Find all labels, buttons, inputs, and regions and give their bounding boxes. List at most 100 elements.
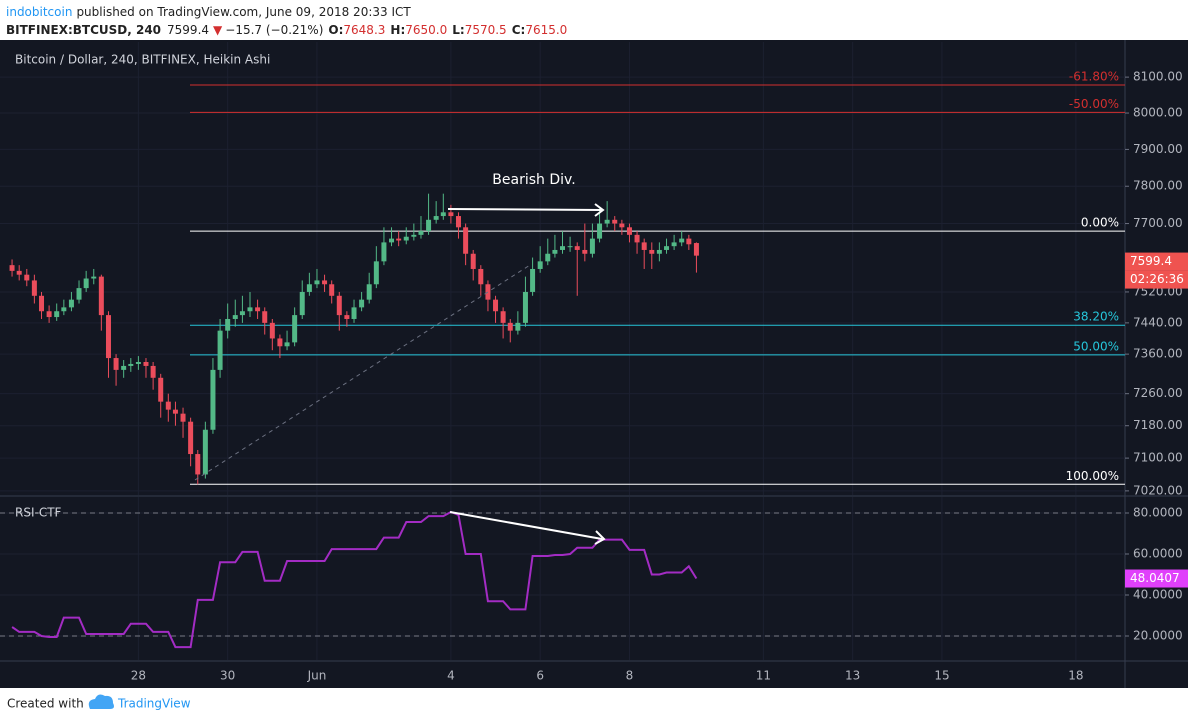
change: −15.7 (−0.21%): [225, 23, 323, 37]
y-tick-label: 7360.00: [1133, 347, 1183, 361]
y-tick-label: 8100.00: [1133, 70, 1183, 84]
candle-body: [172, 409, 178, 414]
y-tick-label: 7100.00: [1133, 451, 1183, 465]
footer-brand[interactable]: TradingView: [117, 697, 191, 711]
candle-body: [269, 322, 275, 339]
x-tick-label: 28: [131, 669, 146, 683]
fib-label: -61.80%: [1069, 69, 1119, 83]
candle-body: [299, 291, 305, 316]
y-tick-label: 7260.00: [1133, 386, 1183, 400]
candle-body: [545, 253, 551, 262]
candle-body: [373, 261, 379, 285]
candle-body: [83, 278, 89, 289]
candle-body: [314, 280, 320, 285]
candle-body: [500, 311, 506, 323]
trend-line: [194, 264, 531, 481]
candle-body: [158, 377, 164, 402]
candle-body: [61, 307, 67, 312]
ohlc-value: 7650.0: [405, 23, 447, 37]
x-tick-label: 15: [934, 669, 949, 683]
fib-label: -50.00%: [1069, 97, 1119, 111]
candle-body: [143, 361, 149, 366]
header-line-1: indobitcoin published on TradingView.com,…: [6, 5, 411, 19]
candle-body: [455, 216, 461, 228]
candle-body: [567, 246, 573, 248]
fib-label: 38.20%: [1073, 310, 1119, 324]
author[interactable]: indobitcoin: [6, 5, 72, 19]
candle-body: [597, 223, 603, 239]
candle-body: [604, 219, 610, 224]
candle-body: [418, 231, 424, 235]
x-tick-label: Jun: [307, 669, 327, 683]
candle-body: [693, 243, 699, 256]
candle-body: [54, 311, 60, 318]
candle-body: [507, 322, 513, 331]
candle-body: [619, 223, 625, 228]
candle-body: [515, 322, 521, 331]
chart-background: [0, 40, 1188, 688]
price: 7599.4: [167, 23, 209, 37]
ohlc-value: 7648.3: [343, 23, 385, 37]
rsi-line: [11, 510, 698, 649]
candle-body: [39, 295, 45, 312]
candle-body: [255, 307, 261, 312]
y-tick-label: 80.0000: [1133, 505, 1183, 519]
candle-body: [612, 219, 618, 224]
ohlc-label: L:: [452, 23, 464, 37]
y-tick-label: 7020.00: [1133, 483, 1183, 497]
candle-body: [188, 421, 194, 455]
candle-body: [359, 299, 365, 308]
candle-body: [671, 242, 677, 247]
divergence-arrow: [449, 511, 603, 540]
ohlc-value: 7570.5: [465, 23, 507, 37]
divergence-arrow: [447, 208, 603, 211]
candle-body: [329, 284, 335, 296]
candle-body: [217, 330, 223, 370]
candle-body: [433, 216, 439, 220]
candle-body: [411, 234, 417, 237]
candle-body: [180, 413, 186, 422]
candle-body: [239, 311, 245, 316]
candle-body: [485, 284, 491, 300]
x-tick-label: 11: [756, 669, 771, 683]
candle-body: [113, 358, 119, 370]
candle-body: [656, 249, 662, 254]
x-tick-label: 30: [220, 669, 235, 683]
candle-body: [68, 299, 74, 308]
candle-body: [150, 365, 156, 378]
y-tick-label: 7700.00: [1133, 216, 1183, 230]
candle-body: [128, 363, 134, 366]
candle-body: [686, 238, 692, 245]
candle-body: [626, 227, 632, 235]
candle-body: [306, 284, 312, 292]
candle-body: [16, 270, 22, 275]
rsi-badge: [1125, 569, 1188, 588]
candle-body: [121, 365, 127, 370]
x-tick-label: 8: [626, 669, 634, 683]
y-tick-label: 8000.00: [1133, 106, 1183, 120]
brand-logo[interactable]: [88, 694, 114, 709]
candle-body: [195, 454, 201, 475]
fib-label: 100.00%: [1066, 469, 1119, 483]
published: published on TradingView.com, June 09, 2…: [76, 5, 411, 19]
y-tick-label: 20.0000: [1133, 629, 1183, 643]
candle-body: [322, 280, 328, 285]
candle-body: [284, 342, 290, 347]
ohlc-label: C:: [512, 23, 526, 37]
candle-body: [649, 249, 655, 254]
rsi-title: RSI-CTF: [15, 506, 62, 520]
candle-body: [381, 242, 387, 262]
rsi-badge-label: 48.0407: [1130, 571, 1180, 585]
ohlc-label: H:: [390, 23, 405, 37]
candle-body: [522, 291, 528, 323]
candle-body: [426, 219, 432, 232]
fib-label: 0.00%: [1081, 216, 1119, 230]
candle-body: [478, 268, 484, 285]
candle-body: [589, 238, 595, 254]
candle-body: [560, 246, 565, 250]
x-tick-label: 6: [536, 669, 544, 683]
candle-body: [277, 338, 283, 347]
candle-body: [76, 288, 82, 300]
countdown-badge: [1125, 270, 1188, 289]
